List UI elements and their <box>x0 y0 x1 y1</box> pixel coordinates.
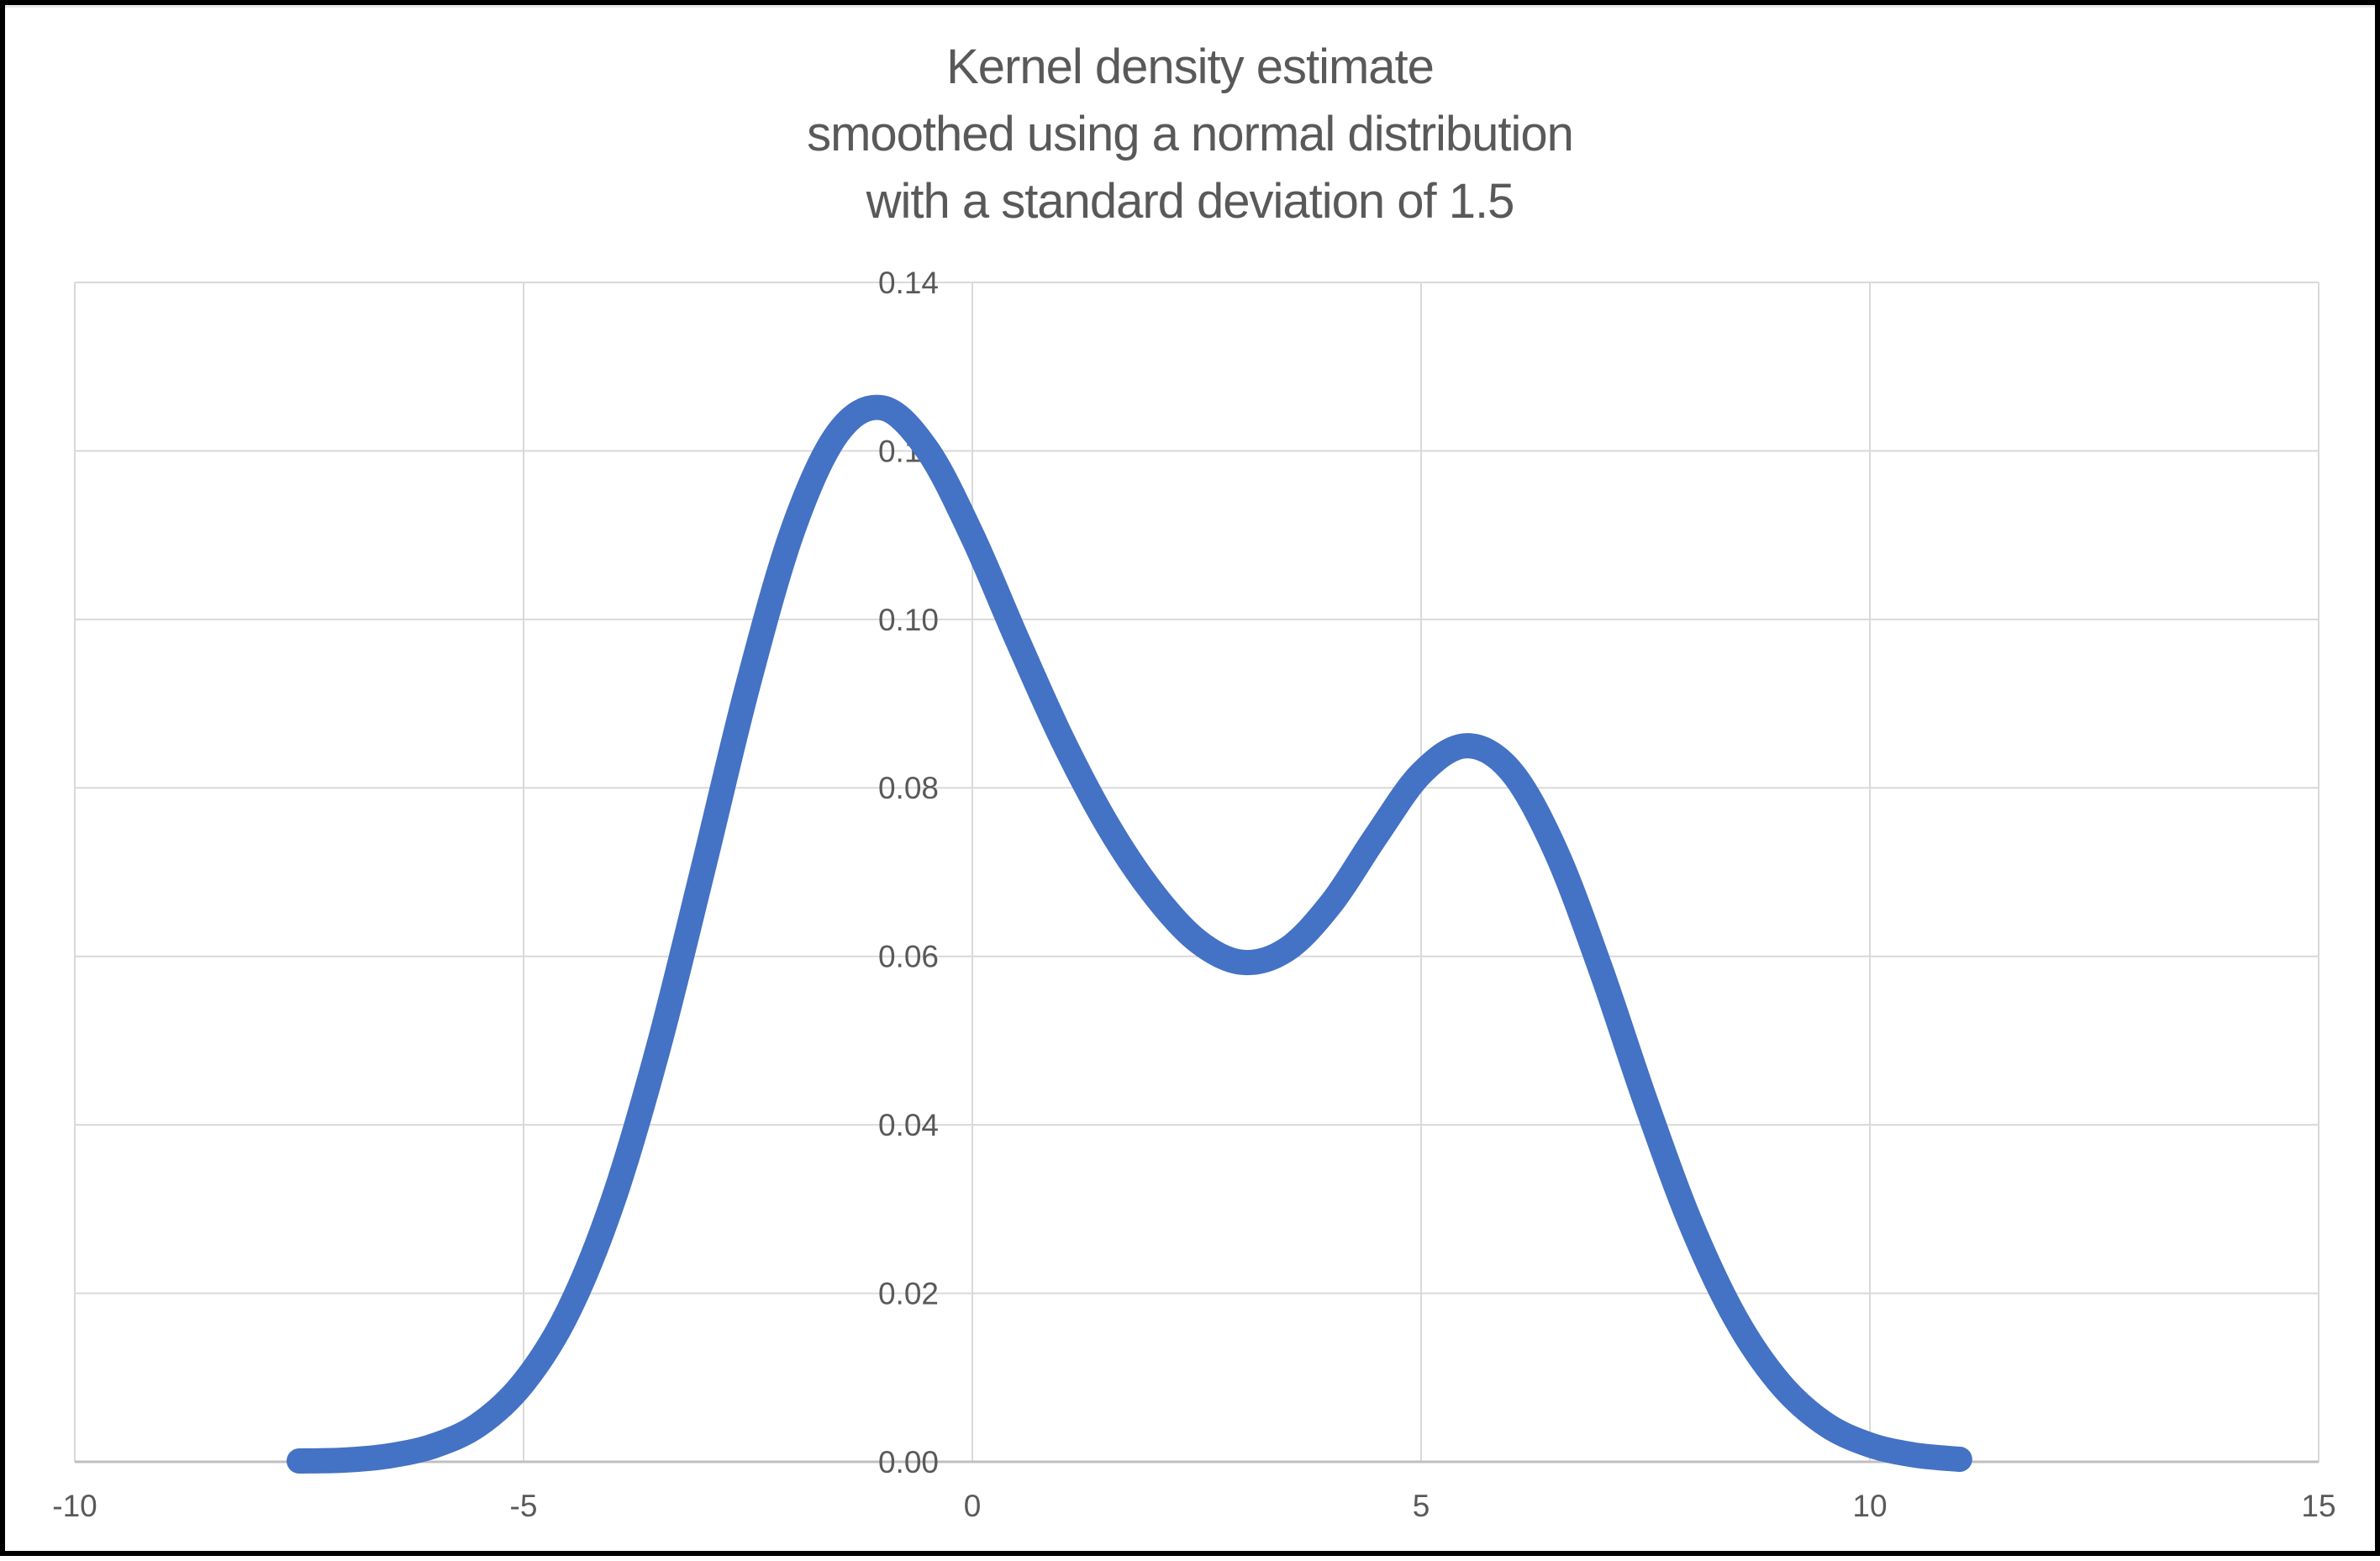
chart-title: Kernel density estimate smoothed using a… <box>5 34 2375 235</box>
x-tick-label: 0 <box>964 1489 982 1523</box>
y-tick-label: 0.14 <box>878 266 939 300</box>
y-tick-label: 0.08 <box>878 771 939 805</box>
y-tick-label: 0.00 <box>878 1445 939 1479</box>
y-tick-label: 0.06 <box>878 940 939 974</box>
x-tick-label: 10 <box>1852 1489 1887 1523</box>
x-tick-label: -5 <box>510 1489 538 1523</box>
chart-canvas: 0.000.020.040.060.080.100.120.14-10 -5 0 5 1… <box>52 266 2335 1523</box>
y-tick-label: 0.10 <box>878 603 939 637</box>
chart-title-line-3: with a standard deviation of 1.5 <box>866 174 1515 229</box>
chart-title-line-1: Kernel density estimate <box>946 40 1435 94</box>
x-tick-label: 5 <box>1413 1489 1430 1523</box>
x-tick-label: -10 <box>52 1489 97 1523</box>
chart-title-line-2: smoothed using a normal distribution <box>807 107 1574 161</box>
x-tick-label: 15 <box>2301 1489 2335 1523</box>
y-tick-label: 0.04 <box>878 1108 939 1142</box>
kde-curve <box>287 394 1972 1474</box>
y-tick-label: 0.02 <box>878 1277 939 1311</box>
